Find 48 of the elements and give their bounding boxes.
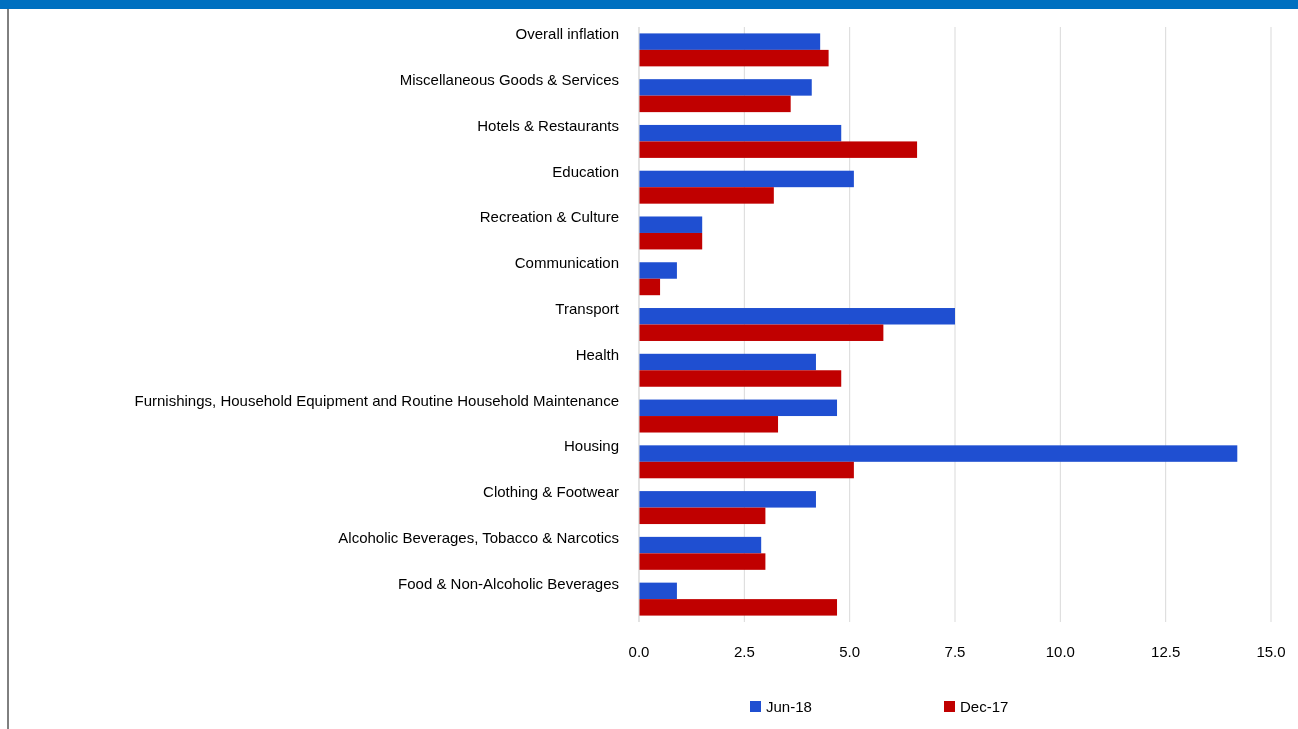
bar <box>639 232 703 250</box>
bar <box>639 553 766 570</box>
bar <box>639 461 854 479</box>
bar <box>639 170 854 188</box>
y-tick-label: Furnishings, Household Equipment and Routine Household Maintenance <box>134 391 619 409</box>
bar <box>639 141 918 158</box>
x-tick-label: 12.5 <box>1151 643 1181 660</box>
x-tick-label: 15.0 <box>1256 643 1286 660</box>
y-tick-label: Recreation & Culture <box>479 208 619 226</box>
y-tick-label: Clothing & Footwear <box>483 483 619 501</box>
bar <box>639 49 829 67</box>
x-tick-label: 10.0 <box>1045 643 1075 660</box>
y-tick-label: Transport <box>555 300 620 318</box>
bar <box>639 536 762 554</box>
x-tick-label: 5.0 <box>839 643 861 660</box>
y-tick-label: Education <box>552 162 619 180</box>
bar <box>639 124 842 142</box>
bar <box>639 308 955 325</box>
bar <box>639 216 703 233</box>
y-tick-label: Health <box>575 345 619 363</box>
y-tick-label: Alcoholic Beverages, Tobacco & Narcotics <box>338 528 619 546</box>
bar <box>639 187 774 204</box>
x-tick-label: 7.5 <box>944 643 966 660</box>
x-tick-label: 0.0 <box>628 643 650 660</box>
bar <box>639 262 677 279</box>
bar <box>639 416 779 433</box>
y-tick-label: Miscellaneous Goods & Services <box>399 71 619 89</box>
bar <box>639 507 766 525</box>
bar <box>639 324 884 341</box>
bar <box>639 353 816 371</box>
bar <box>639 370 842 387</box>
bar <box>639 79 812 96</box>
bar <box>639 33 821 50</box>
y-tick-label: Communication <box>514 254 619 272</box>
y-tick-label: Food & Non-Alcoholic Beverages <box>398 574 619 592</box>
y-tick-label: Overall inflation <box>515 25 619 43</box>
y-tick-label: Housing <box>563 437 619 455</box>
y-tick-label: Hotels & Restaurants <box>477 116 619 134</box>
bar <box>639 278 661 296</box>
legend-label: Jun-18 <box>766 698 812 715</box>
bar <box>639 95 791 113</box>
bar <box>639 599 838 616</box>
bar <box>639 445 1238 462</box>
bar <box>639 582 677 600</box>
x-tick-label: 2.5 <box>733 643 755 660</box>
legend-label: Dec-17 <box>960 698 1009 715</box>
bar <box>639 491 816 508</box>
bar <box>639 399 838 417</box>
